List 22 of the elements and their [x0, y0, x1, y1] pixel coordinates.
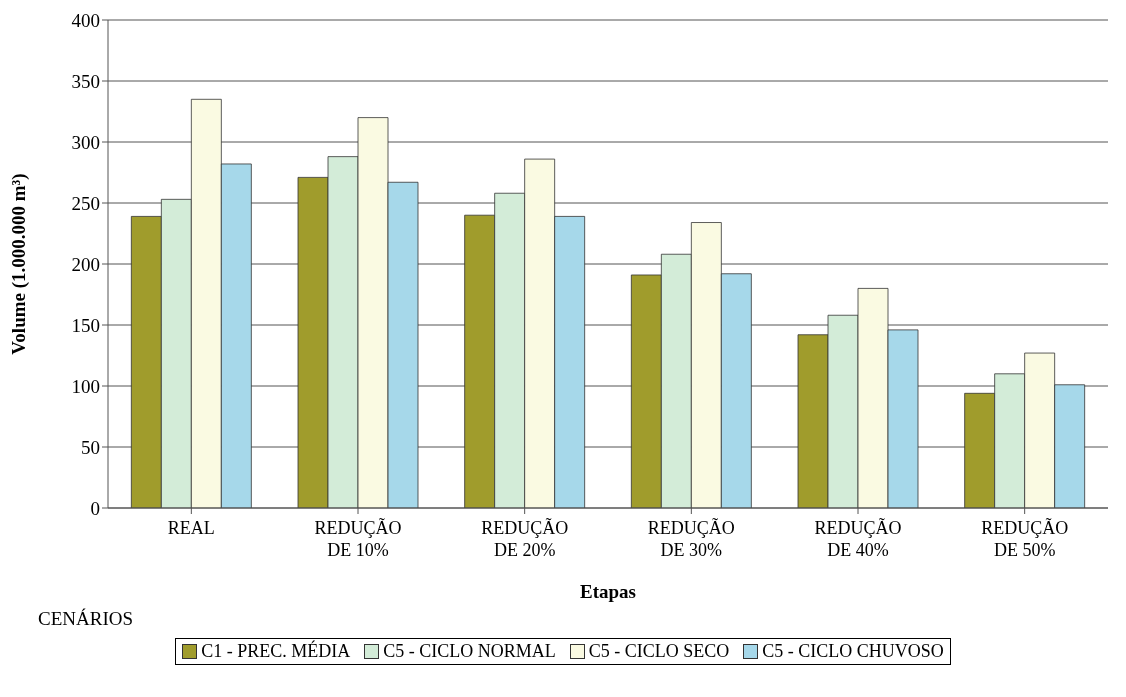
x-tick-label: REDUÇÃO DE 40% [814, 517, 902, 560]
y-tick-label: 350 [71, 70, 100, 92]
legend-label: C1 - PREC. MÉDIA [200, 641, 351, 662]
legend-title: CENÁRIOS [37, 608, 134, 631]
y-tick-label: 50 [81, 436, 100, 458]
y-tick-label: 300 [71, 131, 100, 153]
x-tick-label: REDUÇÃO DE 20% [481, 517, 569, 560]
legend-label: C5 - CICLO CHUVOSO [761, 641, 944, 662]
y-tick-label: 400 [71, 9, 100, 31]
y-tick-label: 150 [71, 314, 100, 336]
y-tick-label: 250 [71, 192, 100, 214]
y-axis-title: Volume (1.000.000 m³) [7, 173, 30, 355]
legend-label: C5 - CICLO SECO [587, 641, 730, 662]
y-tick-label: 100 [71, 375, 100, 397]
x-tick-label: REAL [167, 518, 215, 538]
y-tick-label: 0 [90, 497, 100, 519]
x-tick-label: REDUÇÃO DE 50% [981, 517, 1069, 560]
x-tick-label: REDUÇÃO DE 30% [647, 517, 735, 560]
x-axis-title: Etapas [580, 581, 636, 602]
y-tick-label: 200 [71, 253, 100, 275]
x-tick-label: REDUÇÃO DE 10% [314, 517, 402, 560]
legend-label: C5 - CICLO NORMAL [382, 641, 556, 662]
